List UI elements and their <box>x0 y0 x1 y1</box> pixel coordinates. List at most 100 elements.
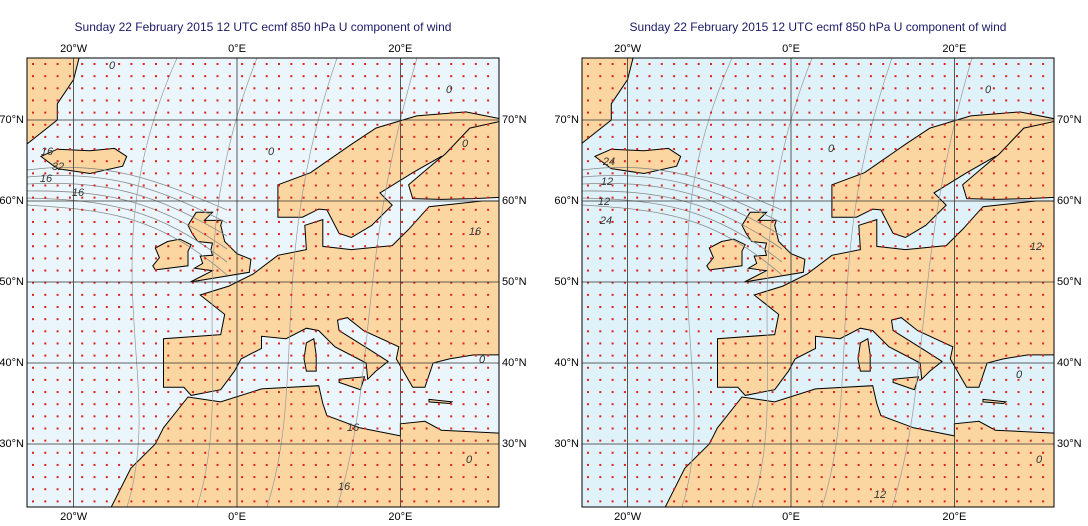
grid-point <box>105 366 108 369</box>
grid-point <box>474 75 477 78</box>
grid-point <box>204 148 207 151</box>
grid-point <box>587 148 589 151</box>
grid-point <box>44 233 47 236</box>
grid-point <box>265 476 268 479</box>
lat-label: 40°N <box>502 357 527 369</box>
grid-point <box>636 439 639 442</box>
grid-point <box>425 233 428 236</box>
grid-point <box>376 293 379 296</box>
grid-point <box>339 184 342 187</box>
grid-point <box>599 403 602 406</box>
grid-point <box>487 160 490 163</box>
grid-point <box>118 135 121 138</box>
grid-point <box>943 281 946 284</box>
grid-point <box>857 99 860 102</box>
grid-point <box>1017 135 1020 138</box>
grid-point <box>191 75 194 78</box>
grid-point <box>167 318 170 321</box>
grid-point <box>746 160 749 163</box>
grid-point <box>1042 99 1045 102</box>
grid-point <box>351 135 354 138</box>
grid-point <box>290 99 293 102</box>
grid-point <box>56 233 59 236</box>
grid-point <box>931 500 934 503</box>
grid-point <box>919 306 922 308</box>
grid-point <box>167 269 170 272</box>
grid-point <box>808 378 811 381</box>
grid-point <box>179 233 182 236</box>
grid-point <box>253 87 256 90</box>
grid-point <box>1005 257 1008 260</box>
grid-point <box>783 354 786 357</box>
grid-point <box>931 427 934 430</box>
grid-point <box>339 257 342 260</box>
grid-point <box>734 427 737 430</box>
grid-point <box>167 306 170 308</box>
grid-point <box>265 184 268 187</box>
grid-point <box>869 293 872 296</box>
grid-point <box>992 391 995 394</box>
grid-point <box>1029 135 1032 138</box>
grid-point <box>93 123 96 126</box>
grid-point <box>771 415 774 418</box>
grid-point <box>734 463 737 466</box>
grid-point <box>290 111 293 114</box>
grid-point <box>882 160 885 163</box>
grid-point <box>474 342 477 345</box>
land <box>717 200 1054 396</box>
grid-point <box>179 427 182 430</box>
grid-point <box>56 427 59 430</box>
grid-point <box>105 196 108 199</box>
grid-point <box>204 318 207 321</box>
grid-point <box>142 342 145 345</box>
grid-point <box>68 366 71 369</box>
grid-point <box>314 378 317 381</box>
grid-point <box>191 135 194 138</box>
grid-point <box>931 366 934 369</box>
grid-point <box>771 172 774 175</box>
grid-point <box>611 354 614 357</box>
grid-point <box>943 257 946 260</box>
grid-point <box>228 318 231 321</box>
grid-point <box>734 378 737 381</box>
grid-point <box>228 366 231 369</box>
grid-point <box>599 439 602 442</box>
grid-point <box>746 451 749 454</box>
grid-point <box>241 63 244 65</box>
grid-point <box>956 403 958 406</box>
grid-point <box>118 451 121 454</box>
grid-point <box>783 306 786 308</box>
grid-point <box>351 148 354 151</box>
grid-point <box>265 99 268 102</box>
grid-point <box>413 184 416 187</box>
grid-point <box>599 378 602 381</box>
grid-point <box>820 63 823 65</box>
grid-point <box>919 75 922 78</box>
grid-point <box>105 391 108 394</box>
grid-point <box>44 463 47 466</box>
grid-point <box>302 257 305 260</box>
grid-point <box>388 196 391 199</box>
grid-point <box>906 451 909 454</box>
grid-point <box>32 378 34 381</box>
grid-point <box>155 476 157 479</box>
grid-point <box>1042 318 1045 321</box>
grid-point <box>44 172 47 175</box>
grid-point <box>697 306 700 308</box>
grid-point <box>845 257 848 260</box>
grid-point <box>943 366 946 369</box>
grid-point <box>314 184 317 187</box>
grid-point <box>673 354 676 357</box>
grid-point <box>1005 366 1008 369</box>
grid-point <box>980 245 983 248</box>
grid-point <box>216 233 219 236</box>
grid-point <box>167 281 170 284</box>
grid-point <box>142 330 145 333</box>
grid-point <box>191 488 194 491</box>
grid-point <box>56 160 59 163</box>
grid-point <box>93 500 96 503</box>
grid-point <box>882 342 885 345</box>
grid-point <box>660 488 663 491</box>
grid-point <box>68 427 71 430</box>
grid-point <box>413 172 416 175</box>
